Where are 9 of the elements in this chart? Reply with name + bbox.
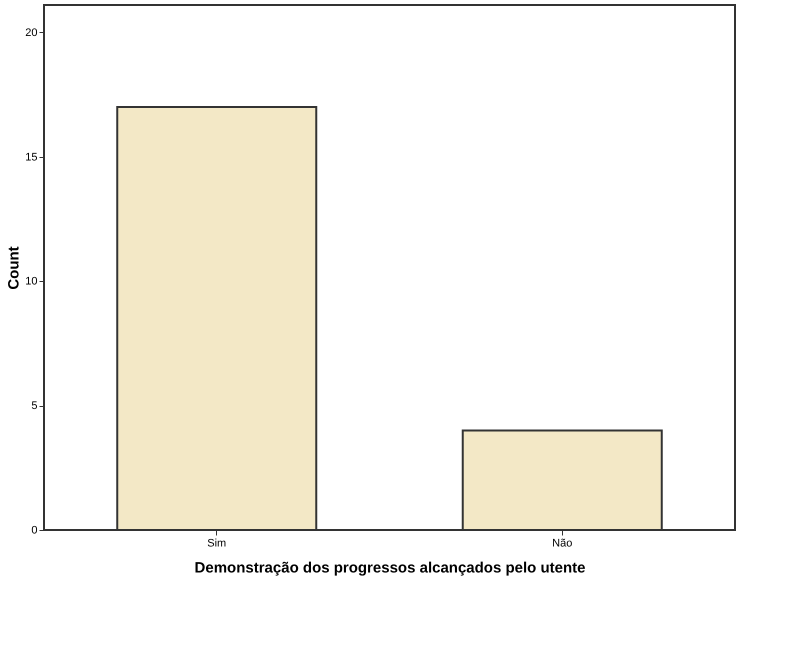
x-tick-label: Não (552, 538, 572, 550)
y-tick-label: 0 (31, 524, 38, 536)
y-axis-title: Count (5, 246, 22, 290)
y-tick-label: 5 (31, 400, 38, 412)
y-tick-label: 10 (25, 276, 38, 288)
y-tick-label: 20 (25, 26, 38, 39)
y-tick-label: 15 (25, 151, 38, 164)
x-axis-title: Demonstração dos progressos alcançados pelo utente (194, 560, 586, 576)
x-tick-label: Sim (207, 538, 226, 550)
